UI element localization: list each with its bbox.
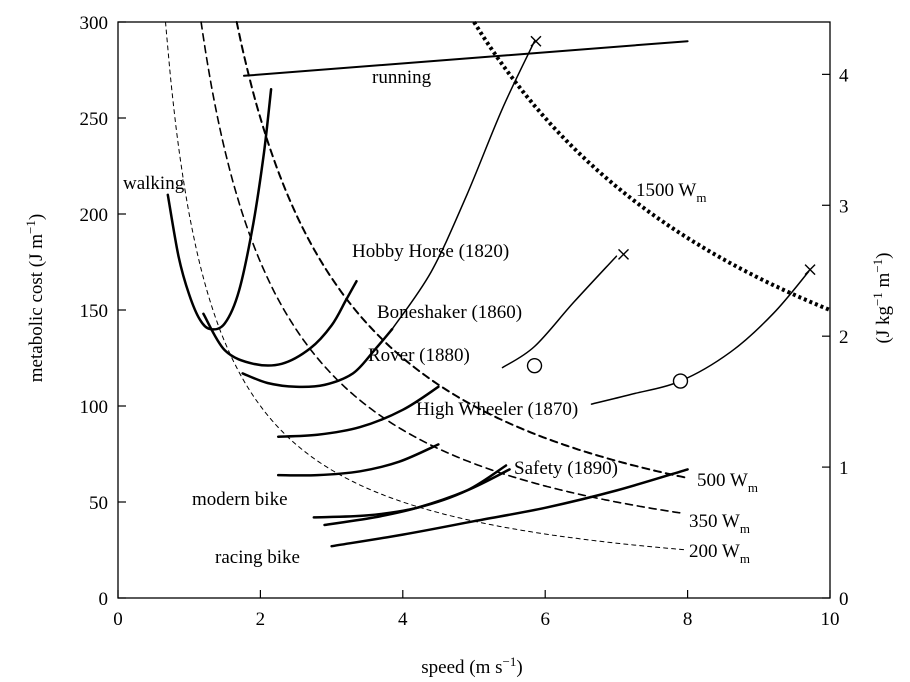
series-high-wheeler-1870-extension	[590, 270, 810, 405]
series-modern-bike	[323, 468, 511, 527]
label-200-wm: 200 Wm	[689, 541, 750, 566]
x-tick-label: 6	[540, 609, 550, 630]
label-500-wm: 500 Wm	[697, 470, 758, 495]
x-tick-label: 8	[683, 609, 693, 630]
circle-marker	[526, 357, 543, 374]
series-200-wm	[165, 21, 687, 551]
y-tick-label: 0	[99, 589, 109, 610]
label-running: running	[372, 67, 432, 88]
y2-tick-label: 3	[839, 196, 849, 217]
y-tick-label: 100	[80, 397, 109, 418]
label-hobby-horse: Hobby Horse (1820)	[352, 241, 509, 262]
y2-tick-label: 4	[839, 65, 849, 86]
y-tick-label: 200	[80, 205, 109, 226]
label-walking: walking	[123, 173, 185, 194]
series-boneshaker-1860-extension	[391, 40, 536, 330]
series-walking	[166, 87, 273, 331]
x-marker	[804, 264, 816, 276]
series-rover-1880	[276, 385, 440, 438]
series-running	[243, 40, 689, 77]
x-tick-label: 0	[113, 609, 123, 630]
x-tick-label: 4	[398, 609, 408, 630]
label-safety: Safety (1890)	[514, 458, 618, 479]
series-350-wm	[200, 21, 684, 515]
series-rover-1880-extension	[501, 255, 618, 369]
y-tick-label: 300	[80, 13, 109, 34]
y-tick-label: 150	[80, 301, 109, 322]
label-racing-bike: racing bike	[215, 547, 300, 568]
label-boneshaker: Boneshaker (1860)	[377, 302, 522, 323]
y-axis-title: metabolic cost (J m−1)	[23, 214, 47, 382]
label-1500-wm: 1500 Wm	[636, 180, 706, 205]
series-racing-bike	[330, 468, 689, 548]
x-tick-label: 2	[256, 609, 266, 630]
y2-tick-label: 2	[839, 327, 849, 348]
series-high-wheeler-1870	[276, 443, 440, 477]
label-rover: Rover (1880)	[368, 345, 470, 366]
data-markers	[526, 35, 816, 389]
y2-tick-label: 1	[839, 458, 849, 479]
y2-tick-label: 0	[839, 589, 849, 610]
x-marker	[618, 248, 630, 260]
series-500-wm	[235, 21, 688, 479]
label-modern-bike: modern bike	[192, 489, 288, 510]
circle-marker	[672, 373, 689, 389]
series-boneshaker-1860	[241, 327, 394, 389]
series-hobby-horse-1820	[202, 279, 358, 367]
label-350-wm: 350 Wm	[689, 511, 750, 536]
y-tick-label: 50	[89, 493, 108, 514]
x-marker	[530, 35, 542, 47]
y-tick-label: 250	[80, 109, 109, 130]
series-1500-wm	[472, 20, 831, 312]
data-curves	[165, 20, 831, 551]
x-tick-label: 10	[821, 609, 840, 630]
y2-axis-title: (J kg−1 m−1)	[870, 252, 894, 343]
x-axis-title: speed (m s−1)	[421, 654, 522, 678]
label-high-wheeler: High Wheeler (1870)	[416, 399, 578, 420]
